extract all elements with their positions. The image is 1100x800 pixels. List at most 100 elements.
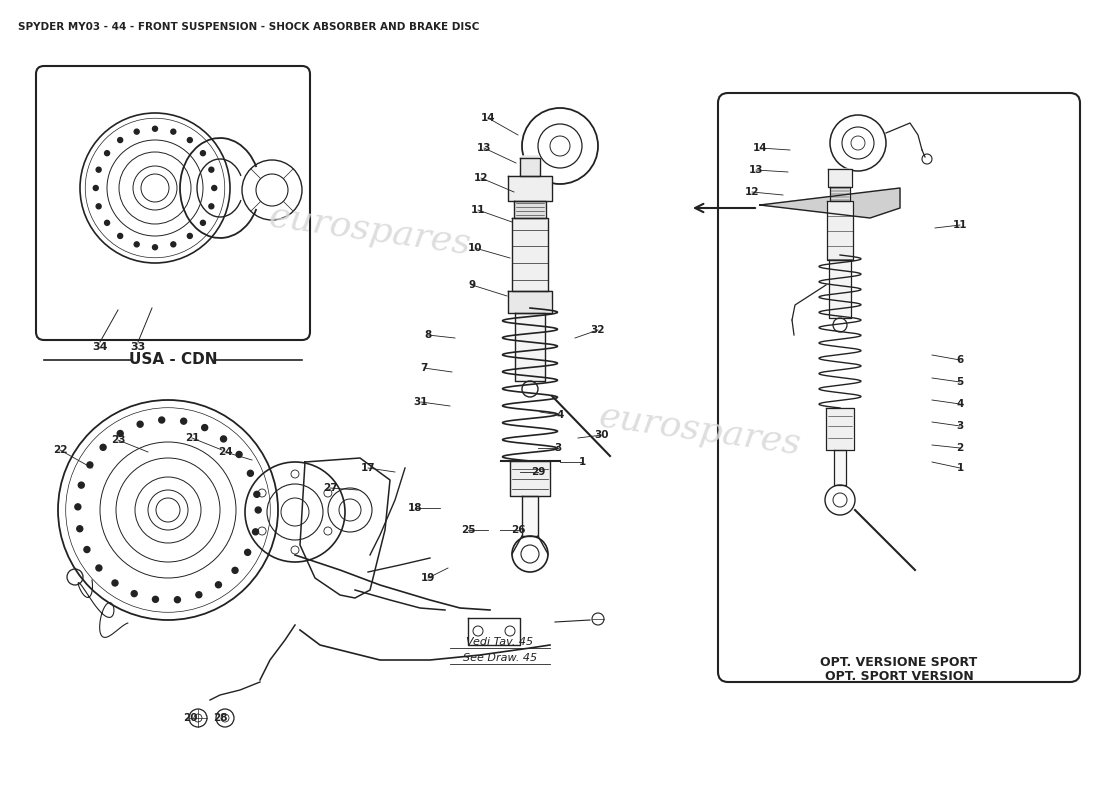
Text: SPYDER MY03 - 44 - FRONT SUSPENSION - SHOCK ABSORBER AND BRAKE DISC: SPYDER MY03 - 44 - FRONT SUSPENSION - SH… <box>18 22 480 32</box>
Polygon shape <box>828 169 852 187</box>
Text: 14: 14 <box>752 143 768 153</box>
Polygon shape <box>508 176 552 201</box>
Polygon shape <box>508 291 552 313</box>
Circle shape <box>200 220 206 226</box>
Text: 18: 18 <box>408 503 422 513</box>
Circle shape <box>118 234 123 238</box>
Circle shape <box>134 242 140 247</box>
Polygon shape <box>827 201 853 260</box>
Polygon shape <box>829 260 851 318</box>
Circle shape <box>104 220 110 226</box>
Circle shape <box>248 470 253 476</box>
Polygon shape <box>522 496 538 536</box>
Circle shape <box>94 186 98 190</box>
Text: 13: 13 <box>476 143 492 153</box>
Text: 25: 25 <box>461 525 475 535</box>
Polygon shape <box>826 408 854 450</box>
Circle shape <box>187 234 192 238</box>
Circle shape <box>138 422 143 427</box>
Circle shape <box>196 592 202 598</box>
Circle shape <box>100 444 106 450</box>
Text: 5: 5 <box>956 377 964 387</box>
Circle shape <box>96 167 101 172</box>
Circle shape <box>211 186 217 190</box>
Text: 26: 26 <box>510 525 526 535</box>
Circle shape <box>200 150 206 156</box>
Polygon shape <box>520 156 540 176</box>
Text: 32: 32 <box>591 325 605 335</box>
Polygon shape <box>830 187 850 201</box>
Circle shape <box>112 580 118 586</box>
Text: 3: 3 <box>554 443 562 453</box>
Circle shape <box>254 491 260 498</box>
Circle shape <box>78 482 85 488</box>
Circle shape <box>75 504 81 510</box>
Polygon shape <box>515 313 544 381</box>
Text: 1: 1 <box>956 463 964 473</box>
Text: 6: 6 <box>956 355 964 365</box>
Circle shape <box>153 126 157 131</box>
Text: 4: 4 <box>557 410 563 420</box>
Text: 4: 4 <box>956 399 964 409</box>
Text: 29: 29 <box>531 467 546 477</box>
Circle shape <box>104 150 110 156</box>
Circle shape <box>87 462 92 468</box>
Text: 23: 23 <box>111 435 125 445</box>
Circle shape <box>216 582 221 588</box>
Text: 11: 11 <box>953 220 967 230</box>
Text: 34: 34 <box>92 342 108 352</box>
Text: 28: 28 <box>212 713 228 723</box>
Text: USA - CDN: USA - CDN <box>129 353 218 367</box>
Circle shape <box>96 204 101 209</box>
Text: 21: 21 <box>185 433 199 443</box>
Text: 2: 2 <box>956 443 964 453</box>
Text: eurospares: eurospares <box>596 399 803 461</box>
Text: 33: 33 <box>131 342 145 352</box>
Circle shape <box>134 129 140 134</box>
Polygon shape <box>834 450 846 485</box>
Circle shape <box>153 245 157 250</box>
Circle shape <box>180 418 187 424</box>
Text: 13: 13 <box>749 165 763 175</box>
Text: OPT. VERSIONE SPORT: OPT. VERSIONE SPORT <box>821 655 978 669</box>
Text: eurospares: eurospares <box>266 199 473 261</box>
Text: OPT. SPORT VERSION: OPT. SPORT VERSION <box>825 670 974 682</box>
Circle shape <box>236 451 242 458</box>
Circle shape <box>84 546 90 553</box>
Text: 12: 12 <box>474 173 488 183</box>
Circle shape <box>170 129 176 134</box>
Text: 11: 11 <box>471 205 485 215</box>
Circle shape <box>244 550 251 555</box>
Circle shape <box>170 242 176 247</box>
Text: 8: 8 <box>425 330 431 340</box>
Text: 9: 9 <box>469 280 475 290</box>
Circle shape <box>77 526 82 532</box>
Circle shape <box>118 138 123 142</box>
Circle shape <box>158 417 165 423</box>
Circle shape <box>209 167 213 172</box>
Text: 7: 7 <box>420 363 428 373</box>
Circle shape <box>232 567 238 574</box>
Circle shape <box>175 597 180 602</box>
Text: 19: 19 <box>421 573 436 583</box>
Circle shape <box>153 596 158 602</box>
Text: Vedi Tav. 45: Vedi Tav. 45 <box>466 637 534 647</box>
Circle shape <box>209 204 213 209</box>
Text: 17: 17 <box>361 463 375 473</box>
Polygon shape <box>760 188 900 218</box>
Text: 20: 20 <box>183 713 197 723</box>
Text: 10: 10 <box>468 243 482 253</box>
Circle shape <box>201 425 208 430</box>
Text: 12: 12 <box>745 187 759 197</box>
Circle shape <box>255 507 261 513</box>
Text: 22: 22 <box>53 445 67 455</box>
Text: 1: 1 <box>579 457 585 467</box>
Text: 14: 14 <box>481 113 495 123</box>
Text: 30: 30 <box>595 430 609 440</box>
Circle shape <box>131 590 138 597</box>
Text: 3: 3 <box>956 421 964 431</box>
Circle shape <box>187 138 192 142</box>
Polygon shape <box>510 461 550 496</box>
Circle shape <box>220 436 227 442</box>
Polygon shape <box>514 201 546 218</box>
